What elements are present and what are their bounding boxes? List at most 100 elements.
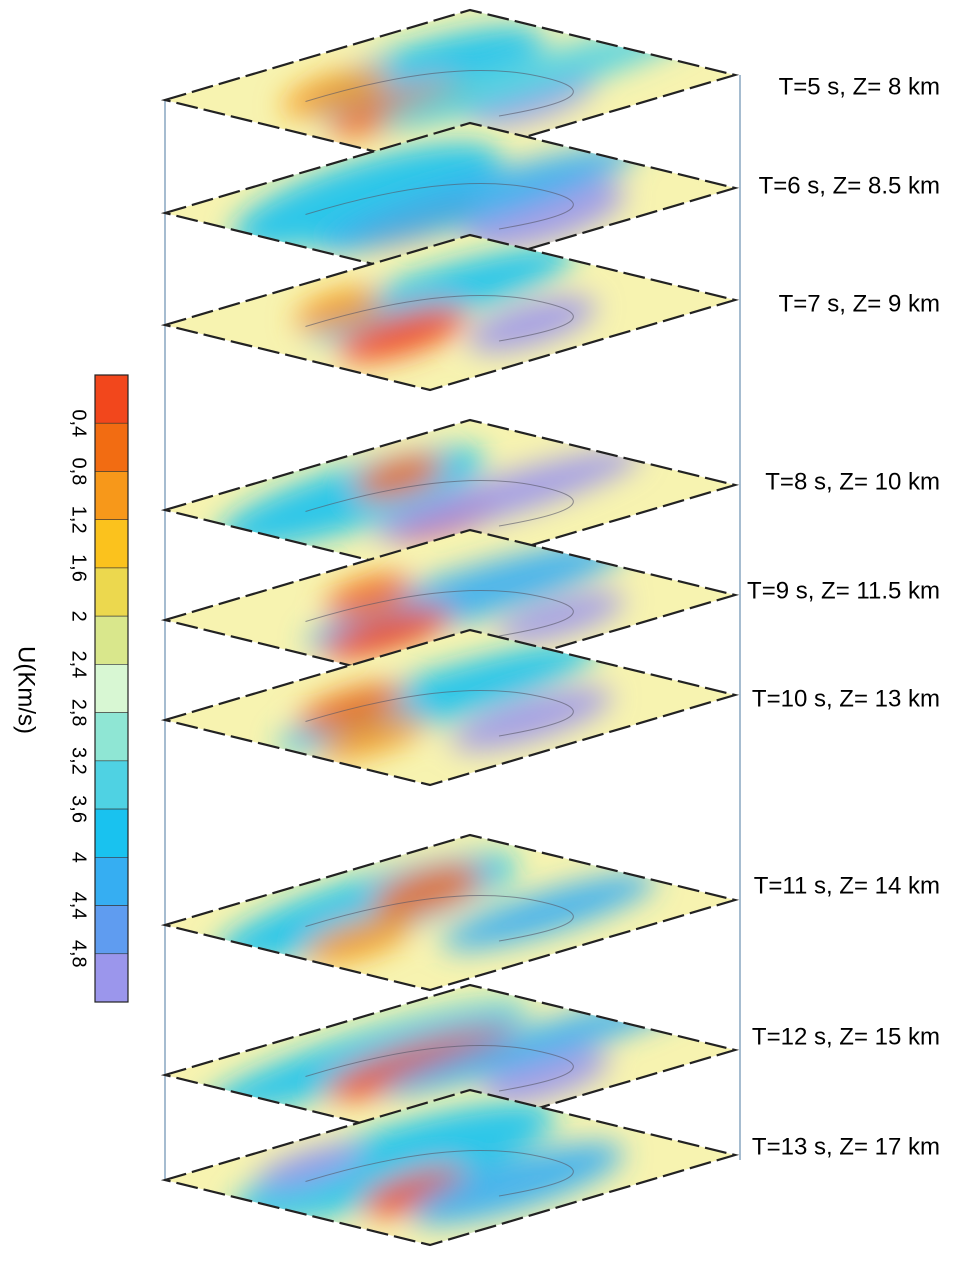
map-layer xyxy=(160,833,740,992)
anomaly xyxy=(361,1168,470,1216)
colorbar-cell xyxy=(94,760,129,810)
map-layer xyxy=(160,233,740,392)
map-field xyxy=(232,142,640,254)
anomalies xyxy=(294,245,597,362)
map-border xyxy=(160,121,740,280)
colorbar-tick-label: 3,6 xyxy=(68,795,90,823)
map-field xyxy=(217,447,642,549)
map-border xyxy=(160,983,740,1142)
map-layer xyxy=(160,1088,740,1247)
map-field xyxy=(233,1102,624,1225)
layer-label: T=12 s, Z= 15 km xyxy=(752,1023,940,1050)
map-field xyxy=(216,853,657,964)
anomaly xyxy=(318,715,426,760)
layer-label: T=11 s, Z= 14 km xyxy=(754,872,940,899)
map-layer xyxy=(160,121,740,280)
colorbar-tick-label: 0,8 xyxy=(68,458,90,486)
colorbar-cell xyxy=(94,808,129,858)
map-border xyxy=(160,233,740,392)
anomalies xyxy=(232,142,640,254)
anomalies xyxy=(277,641,613,760)
coastline xyxy=(305,1045,574,1092)
coastline xyxy=(305,295,574,342)
anomaly xyxy=(205,1003,528,1114)
map-border xyxy=(160,1088,740,1247)
colorbar-cell xyxy=(94,374,129,424)
layer-stack: T=5 s, Z= 8 km T=6 s, Z= 8.5 km T=7 s, Z= … xyxy=(160,8,940,1247)
coastline xyxy=(305,1150,574,1197)
anomalies xyxy=(233,1102,624,1225)
anomalies xyxy=(217,447,642,549)
colorbar-tick-label: 1,6 xyxy=(68,554,90,582)
coastline xyxy=(305,895,574,942)
colorbar-cell xyxy=(94,471,129,520)
colorbar-cell xyxy=(94,953,129,1003)
colorbar-label: U(Km/s) xyxy=(13,646,40,734)
map-field xyxy=(294,245,597,362)
anomaly xyxy=(232,142,501,251)
anomaly xyxy=(464,180,626,251)
layer-label: T=6 s, Z= 8.5 km xyxy=(759,172,940,199)
anomaly xyxy=(466,296,597,353)
anomaly xyxy=(325,573,412,618)
layer-label: T=7 s, Z= 9 km xyxy=(779,290,940,317)
colorbar-tick-label: 1,2 xyxy=(68,506,90,534)
colorbar-frame xyxy=(94,374,129,1003)
layer-label: T=10 s, Z= 13 km xyxy=(752,685,940,712)
anomaly xyxy=(255,1143,364,1189)
anomalies xyxy=(306,540,629,660)
map-border xyxy=(160,833,740,992)
colorbar-tick-label: 2,4 xyxy=(68,650,90,678)
map-border xyxy=(160,528,740,687)
colorbar-cell xyxy=(94,422,129,472)
coastline xyxy=(305,480,574,527)
colorbar-tick-label: 2 xyxy=(68,611,90,622)
layer-label: T=9 s, Z= 11.5 km xyxy=(747,577,940,604)
coastline xyxy=(305,183,574,230)
coastline xyxy=(305,70,574,117)
colorbar-cell xyxy=(94,712,129,762)
colorbar-tick-label: 4,8 xyxy=(68,940,90,968)
map-border xyxy=(160,628,740,787)
colorbar-tick-label: 2,8 xyxy=(68,699,90,727)
layer-label: T=13 s, Z= 17 km xyxy=(752,1133,940,1160)
colorbar-tick-label: 4 xyxy=(68,852,90,863)
map-layer xyxy=(160,528,740,687)
colorbar-cell xyxy=(94,905,129,955)
map-layer xyxy=(160,8,740,167)
anomaly xyxy=(306,245,575,342)
colorbar-cell xyxy=(94,857,129,906)
map-field xyxy=(282,23,699,138)
anomaly xyxy=(297,684,406,732)
anomaly xyxy=(304,915,413,964)
colorbar-cell xyxy=(94,664,129,713)
map-field xyxy=(305,540,629,660)
coastline xyxy=(305,690,574,737)
colorbar-tick-label: 0,4 xyxy=(68,409,90,437)
anomaly xyxy=(495,591,625,645)
map-border xyxy=(160,418,740,577)
layer-label: T=5 s, Z= 8 km xyxy=(779,73,940,100)
anomaly xyxy=(480,1049,610,1106)
anomaly xyxy=(322,607,452,660)
colorbar-cell xyxy=(94,567,129,617)
colorbar-tick-label: 3,2 xyxy=(68,747,90,775)
anomaly xyxy=(233,1102,557,1223)
map-layer xyxy=(160,628,740,787)
anomaly xyxy=(355,454,443,499)
layer-label: T=8 s, Z= 10 km xyxy=(765,468,940,495)
anomaly xyxy=(441,873,657,951)
colorbar-cell xyxy=(94,519,129,569)
colorbar-cell xyxy=(94,615,129,665)
map-border xyxy=(160,8,740,167)
colorbar-tick-label: 4,4 xyxy=(68,892,90,920)
anomalies xyxy=(216,853,657,964)
map-layer xyxy=(160,418,740,577)
anomaly xyxy=(317,145,640,254)
anomaly xyxy=(408,1142,624,1225)
anomaly xyxy=(337,305,467,362)
map-field xyxy=(277,641,613,760)
anomaly xyxy=(372,449,642,541)
anomaly xyxy=(450,687,613,751)
